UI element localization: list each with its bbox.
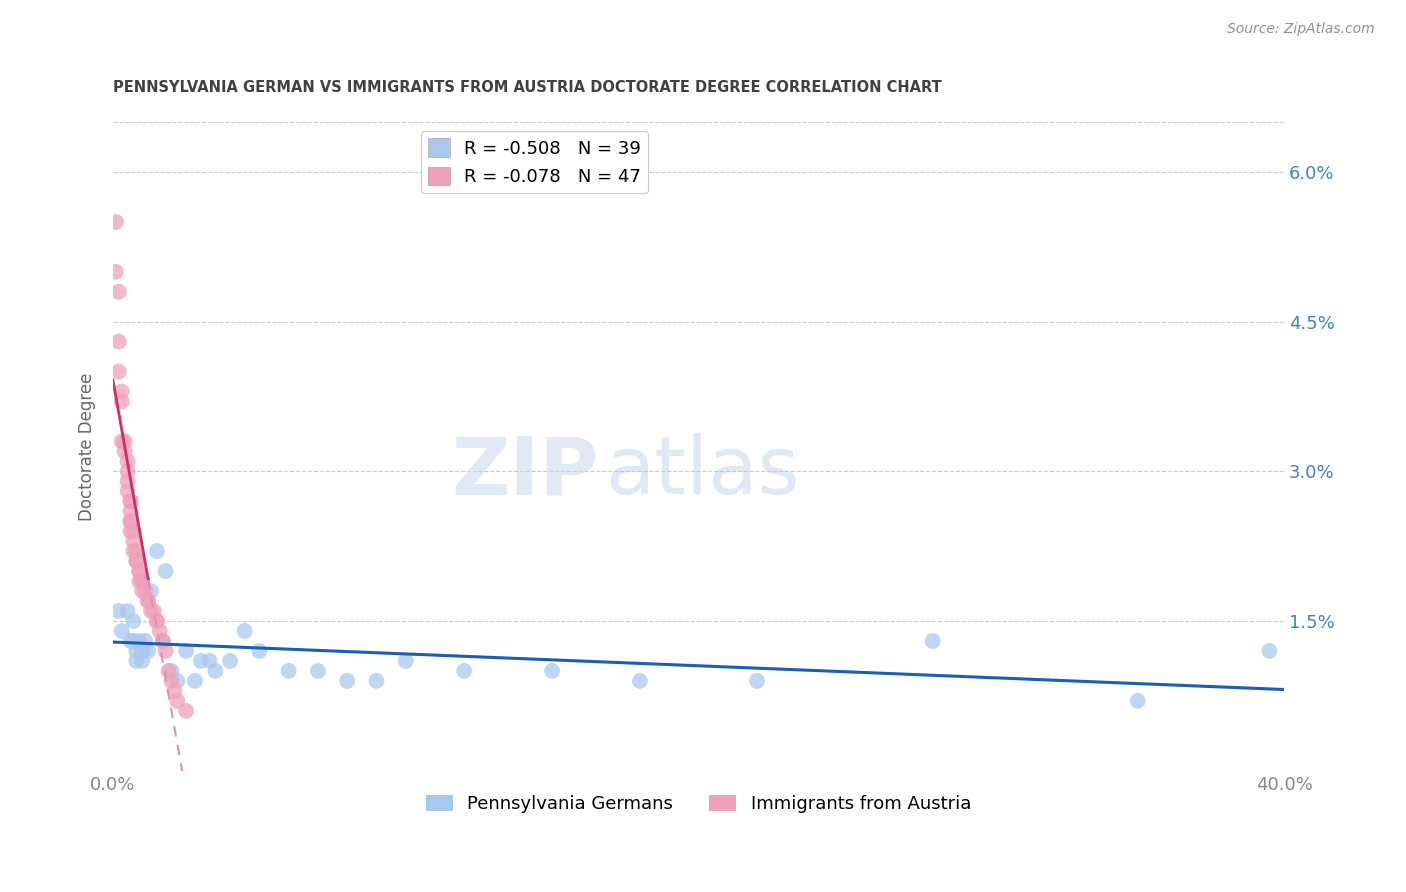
Point — [125, 554, 148, 568]
Point — [117, 454, 139, 468]
Point — [122, 544, 145, 558]
Point — [111, 384, 134, 399]
Point — [125, 654, 148, 668]
Point — [190, 654, 212, 668]
Point — [921, 634, 943, 648]
Point — [139, 584, 162, 599]
Point — [117, 604, 139, 618]
Text: atlas: atlas — [605, 434, 799, 511]
Point — [152, 634, 174, 648]
Point — [146, 614, 169, 628]
Point — [541, 664, 564, 678]
Point — [134, 634, 156, 648]
Point — [128, 564, 150, 578]
Point — [366, 673, 388, 688]
Point — [136, 644, 159, 658]
Point — [146, 614, 169, 628]
Point — [136, 594, 159, 608]
Point — [107, 365, 129, 379]
Point — [122, 534, 145, 549]
Point — [128, 574, 150, 588]
Point — [204, 664, 226, 678]
Point — [155, 644, 177, 658]
Point — [136, 594, 159, 608]
Point — [163, 684, 186, 698]
Point — [395, 654, 418, 668]
Point — [122, 614, 145, 628]
Point — [142, 604, 165, 618]
Point — [125, 544, 148, 558]
Point — [146, 544, 169, 558]
Point — [149, 624, 172, 638]
Point — [307, 664, 329, 678]
Point — [131, 574, 153, 588]
Point — [198, 654, 221, 668]
Text: PENNSYLVANIA GERMAN VS IMMIGRANTS FROM AUSTRIA DOCTORATE DEGREE CORRELATION CHAR: PENNSYLVANIA GERMAN VS IMMIGRANTS FROM A… — [112, 80, 942, 95]
Point — [166, 673, 188, 688]
Point — [628, 673, 651, 688]
Point — [219, 654, 242, 668]
Point — [117, 464, 139, 478]
Y-axis label: Doctorate Degree: Doctorate Degree — [79, 372, 96, 521]
Point — [247, 644, 270, 658]
Point — [131, 644, 153, 658]
Text: Source: ZipAtlas.com: Source: ZipAtlas.com — [1227, 22, 1375, 37]
Point — [131, 654, 153, 668]
Point — [104, 215, 127, 229]
Point — [120, 504, 142, 518]
Point — [134, 584, 156, 599]
Point — [114, 444, 136, 458]
Legend: Pennsylvania Germans, Immigrants from Austria: Pennsylvania Germans, Immigrants from Au… — [419, 788, 979, 820]
Point — [157, 664, 180, 678]
Point — [1126, 694, 1149, 708]
Point — [122, 634, 145, 648]
Point — [155, 564, 177, 578]
Point — [122, 524, 145, 539]
Point — [336, 673, 359, 688]
Point — [120, 524, 142, 539]
Point — [233, 624, 256, 638]
Point — [166, 694, 188, 708]
Point — [184, 673, 207, 688]
Point — [117, 484, 139, 499]
Point — [120, 514, 142, 528]
Point — [1258, 644, 1281, 658]
Point — [174, 704, 197, 718]
Point — [111, 394, 134, 409]
Point — [107, 604, 129, 618]
Point — [152, 634, 174, 648]
Point — [160, 664, 183, 678]
Point — [131, 584, 153, 599]
Point — [131, 574, 153, 588]
Point — [128, 634, 150, 648]
Point — [107, 285, 129, 299]
Point — [139, 604, 162, 618]
Text: ZIP: ZIP — [451, 434, 599, 511]
Point — [277, 664, 299, 678]
Point — [114, 434, 136, 449]
Point — [111, 624, 134, 638]
Point — [120, 514, 142, 528]
Point — [117, 475, 139, 489]
Point — [745, 673, 768, 688]
Point — [128, 564, 150, 578]
Point — [120, 494, 142, 508]
Point — [111, 434, 134, 449]
Point — [120, 494, 142, 508]
Point — [125, 644, 148, 658]
Point — [125, 554, 148, 568]
Point — [104, 265, 127, 279]
Point — [120, 634, 142, 648]
Point — [174, 644, 197, 658]
Point — [453, 664, 475, 678]
Point — [160, 673, 183, 688]
Point — [107, 334, 129, 349]
